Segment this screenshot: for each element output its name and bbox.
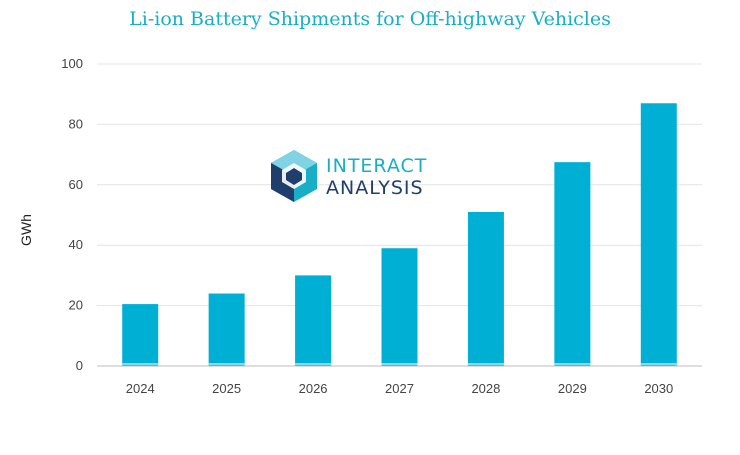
bar-2026 [295, 275, 332, 366]
y-tick-label: 0 [76, 358, 83, 373]
interact-analysis-logo: INTERACT ANALYSIS [271, 150, 427, 202]
y-tick-label: 60 [69, 177, 83, 192]
x-tick-label: 2030 [644, 381, 673, 396]
y-tick-label: 80 [69, 116, 83, 131]
bar-2025 [208, 293, 245, 366]
bar-2030 [640, 103, 677, 366]
x-tick-label: 2024 [126, 381, 155, 396]
chart-title: Li-ion Battery Shipments for Off-highway… [129, 8, 611, 30]
y-tick-label: 100 [61, 56, 83, 71]
y-tick-labels: 0 20 40 60 80 100 [61, 56, 83, 373]
bar-2024 [122, 304, 159, 366]
logo-text-interact: INTERACT [326, 155, 427, 177]
y-tick-label: 40 [69, 237, 83, 252]
x-tick-labels: 2024 2025 2026 2027 2028 2029 2030 [126, 381, 673, 396]
bar-2028 [467, 211, 504, 366]
y-tick-label: 20 [69, 298, 83, 313]
x-tick-label: 2028 [471, 381, 500, 396]
bar-2027 [381, 248, 418, 366]
x-tick-label: 2025 [212, 381, 241, 396]
x-tick-label: 2027 [385, 381, 414, 396]
bars [122, 103, 677, 366]
logo-text-analysis: ANALYSIS [326, 177, 424, 199]
x-tick-label: 2029 [558, 381, 587, 396]
x-tick-label: 2026 [299, 381, 328, 396]
bar-2029 [554, 162, 591, 366]
logo-hexagon-icon [271, 150, 317, 202]
